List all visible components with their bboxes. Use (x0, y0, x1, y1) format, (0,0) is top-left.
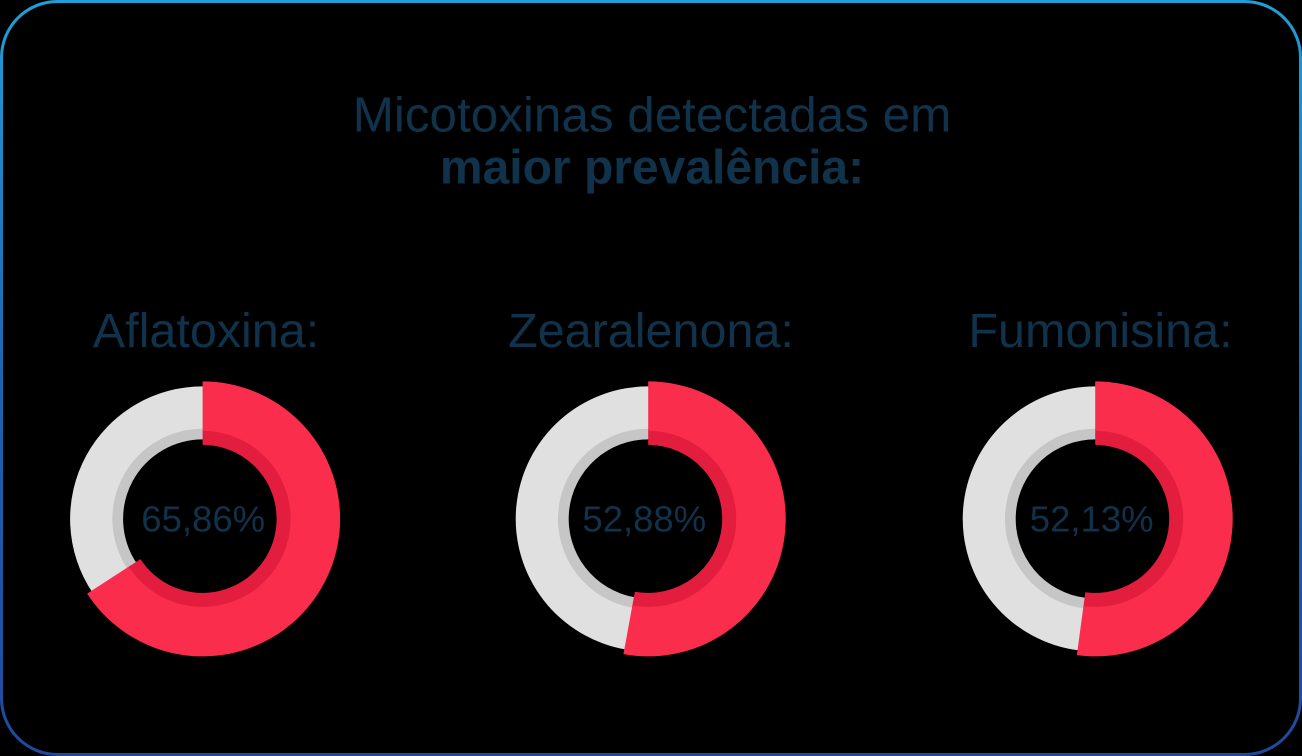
svg-text:Aflatoxina:: Aflatoxina: (93, 304, 319, 358)
svg-text:Fumonisina:: Fumonisina: (968, 304, 1232, 358)
svg-text:Zearalenona:: Zearalenona: (508, 304, 794, 358)
svg-text:Micotoxinas detectadas em: Micotoxinas detectadas em (353, 88, 951, 143)
svg-text:52,88%: 52,88% (582, 498, 706, 539)
svg-text:52,13%: 52,13% (1030, 498, 1154, 539)
svg-text:maior prevalência:: maior prevalência: (440, 142, 864, 195)
svg-text:65,86%: 65,86% (141, 498, 265, 539)
